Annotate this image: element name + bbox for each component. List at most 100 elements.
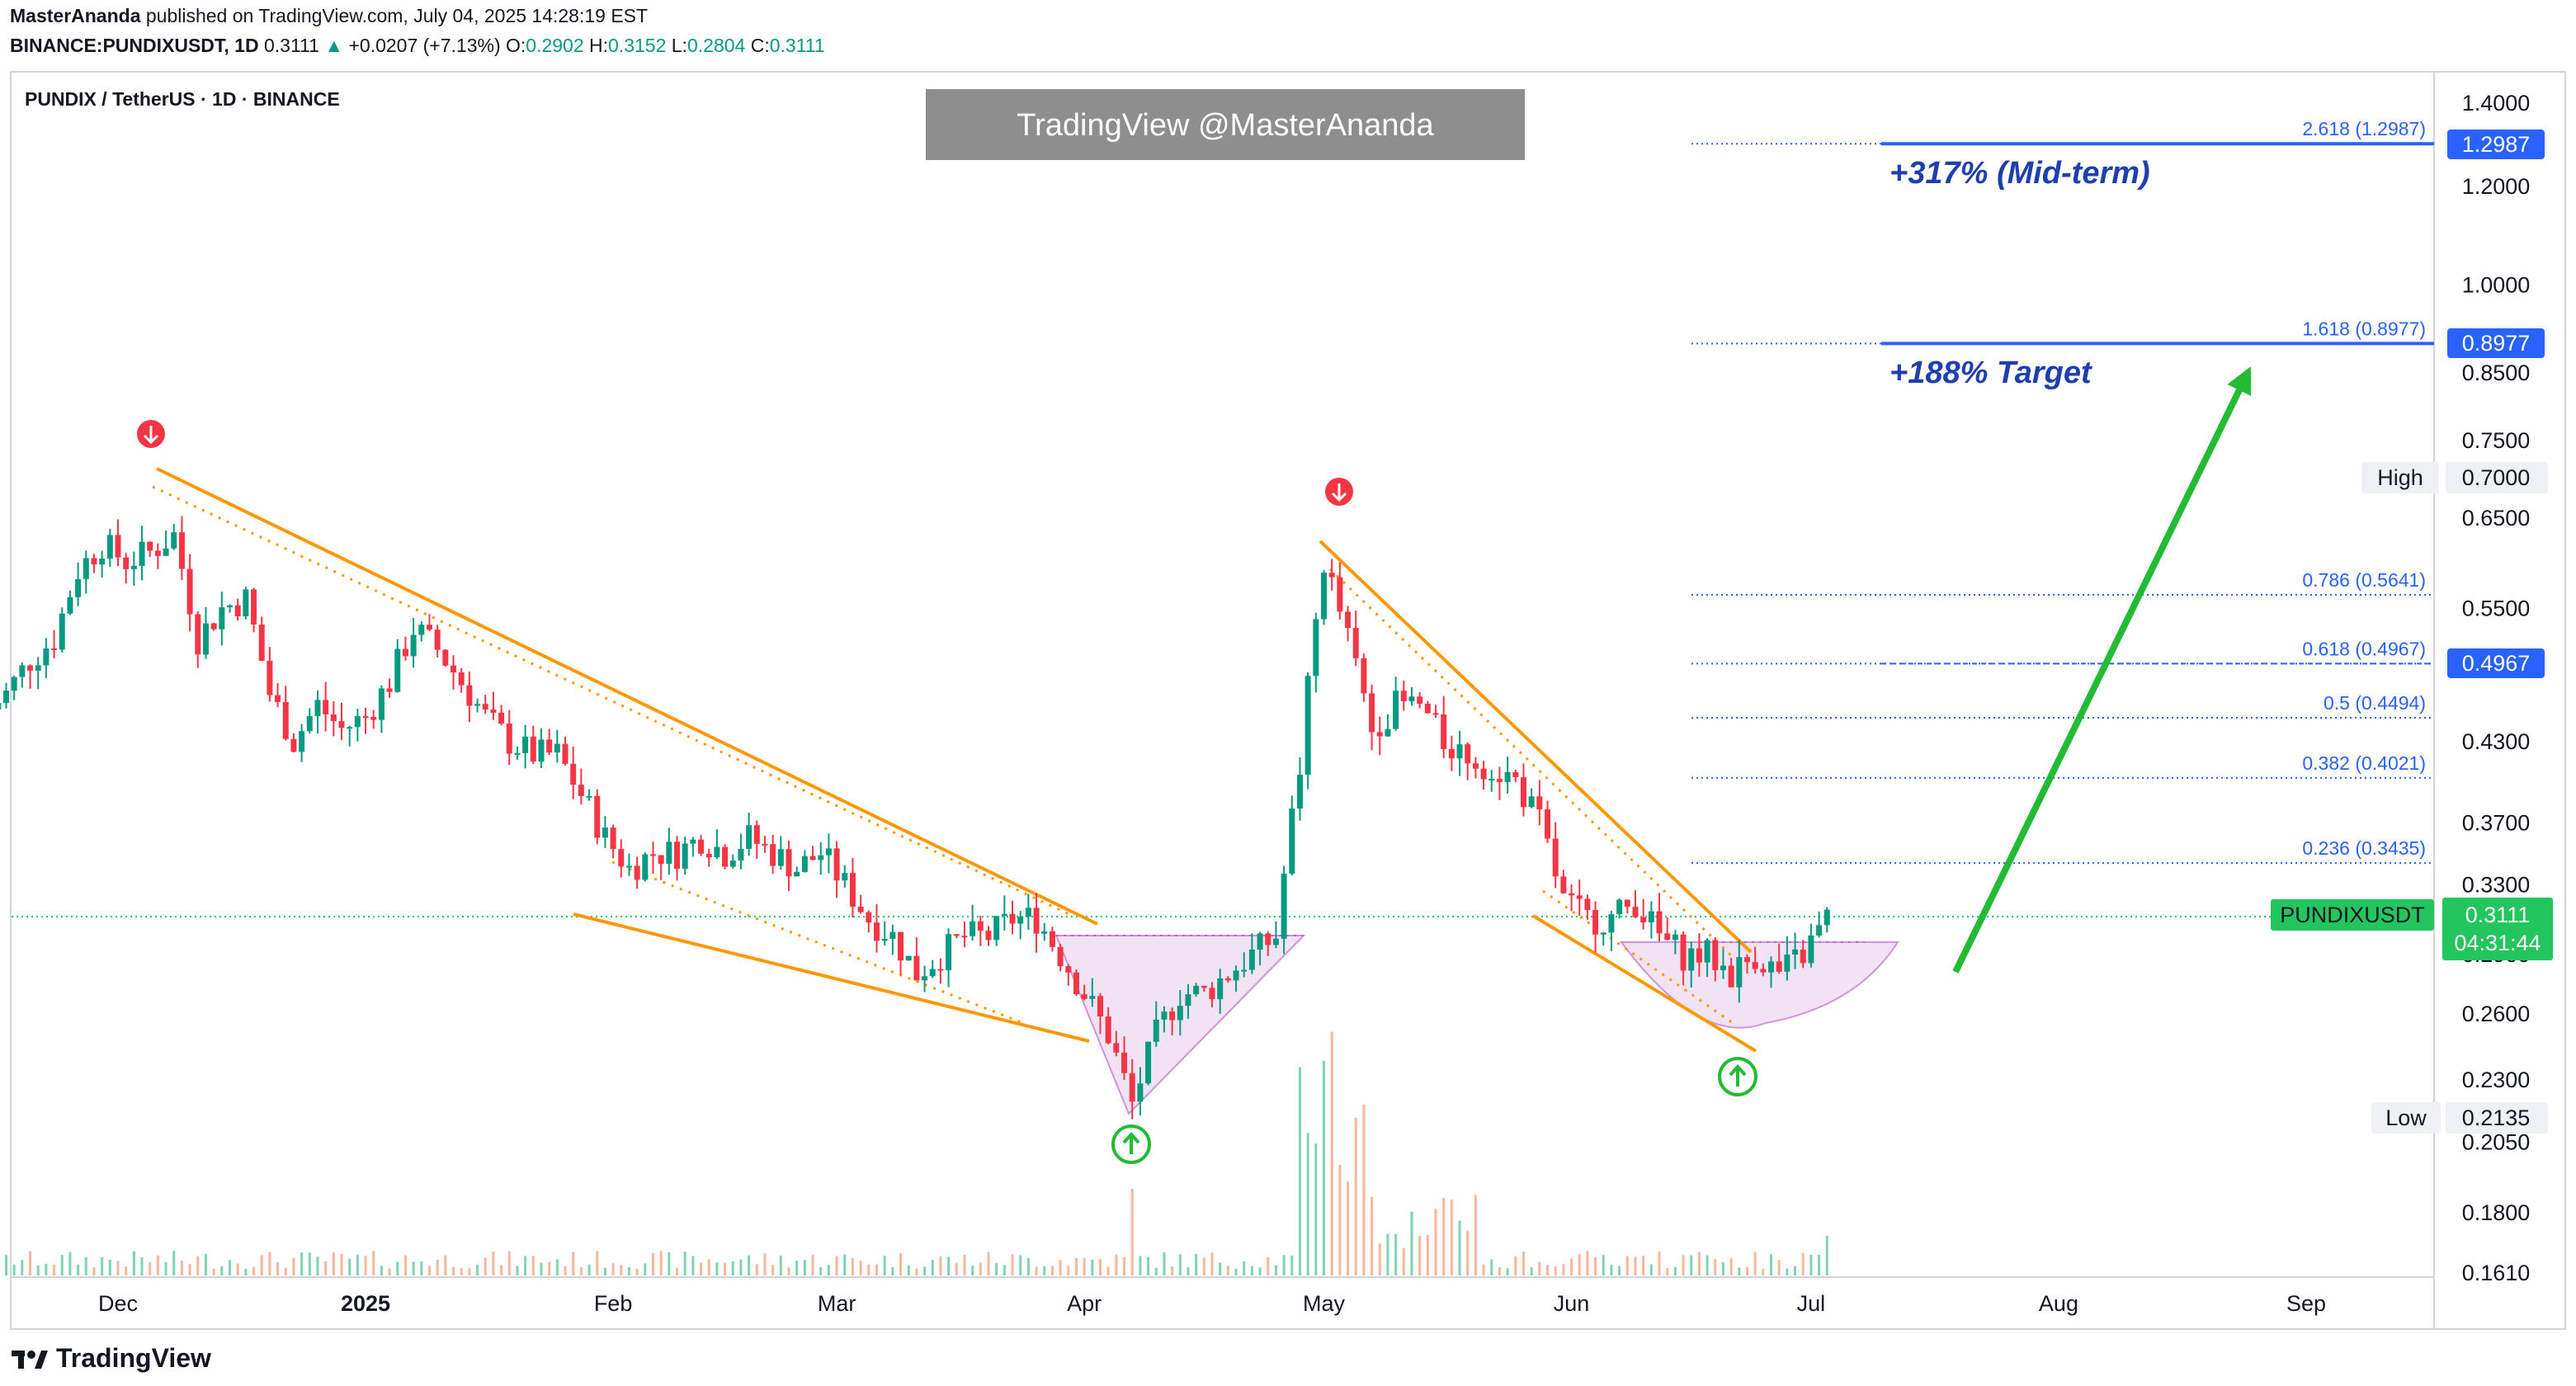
time-tick-label: Dec <box>98 1291 138 1316</box>
time-tick-label: Sep <box>2286 1291 2326 1316</box>
volume-bar <box>84 1256 87 1275</box>
high-value: 0.3152 <box>608 35 667 56</box>
volume-bar <box>1562 1264 1565 1275</box>
candle-body <box>1736 957 1743 988</box>
volume-bar <box>1697 1252 1701 1275</box>
candle-body <box>227 605 234 608</box>
volume-bar <box>1187 1266 1190 1275</box>
volume-bar <box>452 1266 455 1275</box>
volume-bar <box>683 1252 686 1275</box>
volume-bar <box>1786 1268 1789 1275</box>
candle-body <box>1569 893 1575 896</box>
candle-body <box>705 853 712 858</box>
volume-bar <box>531 1256 535 1275</box>
support-dotted-2 <box>1542 889 1734 1025</box>
candle-body <box>1153 1019 1159 1042</box>
candle-body <box>1169 1011 1176 1021</box>
candle-body <box>314 700 321 717</box>
volume-bar <box>827 1264 830 1275</box>
volume-bar <box>540 1262 543 1275</box>
price-tick-label: 0.3300 <box>2462 872 2531 897</box>
volume-bar <box>883 1256 886 1275</box>
time-tick-label: Aug <box>2039 1291 2078 1316</box>
candle-body <box>586 795 592 798</box>
candle-body <box>1760 969 1767 973</box>
volume-bar <box>1721 1261 1724 1275</box>
candle-body <box>698 839 705 854</box>
candle-body <box>937 969 944 971</box>
candle-body <box>354 716 361 728</box>
candle-body <box>1129 1072 1135 1102</box>
candle-body <box>1121 1052 1128 1073</box>
candle-body <box>1441 714 1447 749</box>
candle-body <box>91 558 97 565</box>
time-axis[interactable]: Dec 2025 Feb Mar Apr May Jun Jul Aug Sep <box>98 1291 2326 1316</box>
volume-bar <box>603 1267 606 1275</box>
candle-body <box>1305 676 1311 776</box>
candle-body <box>1321 573 1328 620</box>
candle-body <box>323 700 329 714</box>
candle-body <box>51 648 58 650</box>
candle-body <box>0 703 2 710</box>
volume-bar <box>1323 1060 1326 1275</box>
ohlc-line: BINANCE:PUNDIXUSDT, 1D 0.3111 ▲ +0.0207 … <box>10 35 825 57</box>
candle-body <box>1480 768 1487 780</box>
volume-bar <box>1354 1117 1357 1275</box>
candle-body <box>985 931 992 940</box>
candle-body <box>1768 961 1775 973</box>
volume-bar <box>1586 1251 1589 1275</box>
publisher-name[interactable]: MasterAnanda <box>10 5 141 26</box>
candle-body <box>282 701 289 739</box>
candle-body <box>83 558 89 579</box>
volume-bar <box>987 1252 990 1275</box>
watermark-box <box>926 89 1525 160</box>
rounded-bottom-area <box>1620 941 1899 1029</box>
candle-body <box>1624 899 1630 908</box>
candle-body <box>451 665 457 673</box>
volume-bar <box>1458 1220 1461 1275</box>
volume-bar <box>1594 1256 1597 1275</box>
volume-bar <box>939 1256 942 1275</box>
volume-bar <box>1139 1256 1142 1275</box>
volume-bars <box>4 1031 1828 1275</box>
candle-body <box>1041 931 1048 934</box>
volume-bar <box>1258 1267 1262 1275</box>
candle-body <box>378 688 385 720</box>
volume-bar <box>284 1267 287 1275</box>
candle-body <box>1584 898 1591 911</box>
candle-body <box>195 614 201 655</box>
candle-body <box>75 578 82 597</box>
volume-bar <box>1394 1233 1398 1275</box>
candle-body <box>219 607 225 629</box>
volume-bar <box>1625 1256 1629 1275</box>
candle-body <box>474 704 481 706</box>
candle-body <box>530 736 536 762</box>
candle-body <box>1472 763 1479 769</box>
candle-body <box>538 739 545 762</box>
high-label: H: <box>589 35 609 56</box>
footer-brand[interactable]: TradingView <box>56 1343 211 1373</box>
candle-body <box>1017 917 1024 924</box>
time-tick-label: Jul <box>1797 1291 1826 1316</box>
candle-body <box>1209 988 1215 1000</box>
volume-bar <box>659 1251 663 1275</box>
candle-body <box>1009 913 1016 924</box>
volume-bar <box>819 1267 823 1275</box>
candle-body <box>1137 1083 1144 1102</box>
volume-bar <box>1546 1265 1550 1275</box>
candles <box>0 516 1830 1120</box>
volume-bar <box>651 1252 654 1275</box>
price-tick-label: 0.4300 <box>2462 729 2531 754</box>
candle-body <box>1073 972 1079 995</box>
candle-body <box>1313 619 1319 676</box>
candle-body <box>1504 771 1511 782</box>
fib-1618-tag: 0.8977 <box>2447 328 2545 358</box>
candle-body <box>746 825 753 849</box>
candle-body <box>299 731 305 752</box>
candle-body <box>818 855 824 860</box>
volume-bar <box>1530 1266 1533 1275</box>
candle-body <box>210 623 217 629</box>
fib-label: 2.618 (1.2987) <box>2302 118 2426 139</box>
volume-bar <box>236 1263 239 1275</box>
